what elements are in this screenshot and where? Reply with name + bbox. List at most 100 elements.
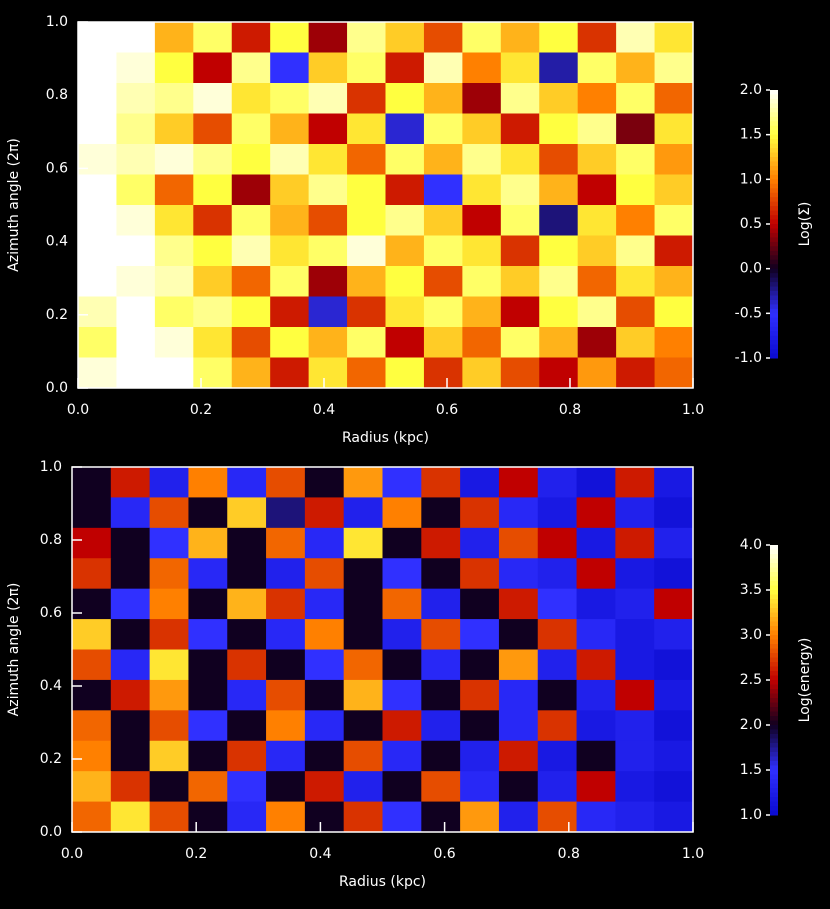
heatmap-cell [227, 558, 267, 590]
colorbar-segment [770, 161, 778, 167]
heatmap-cell [615, 527, 655, 559]
colorbar-segment [770, 671, 778, 676]
colorbar-segment [770, 567, 778, 573]
heatmap-cell [72, 710, 112, 742]
heatmap-cell [110, 497, 151, 529]
colorbar-segment [770, 554, 778, 559]
heatmap-cell [576, 558, 616, 590]
heatmap-cell [498, 710, 539, 742]
y-tick-label: 0.6 [40, 605, 62, 621]
heatmap-cell [539, 266, 579, 297]
colorbar-segment [770, 94, 778, 100]
colorbar-segment [770, 603, 778, 609]
heatmap-cell [308, 235, 348, 267]
heatmap-cell [149, 679, 189, 711]
heatmap-cell [460, 467, 500, 498]
heatmap-cell [270, 52, 310, 84]
colorbar-segment [770, 188, 778, 194]
heatmap-cell [654, 740, 694, 772]
heatmap-cell [266, 558, 306, 590]
colorbar-segment [770, 286, 778, 292]
heatmap-cell [498, 527, 539, 559]
heatmap-cell [270, 113, 310, 145]
heatmap-cell [576, 771, 616, 803]
heatmap-cell [188, 801, 228, 833]
heatmap-cell [304, 801, 345, 833]
heatmap-cell [270, 296, 310, 328]
heatmap-cell [149, 467, 189, 498]
heatmap-cell [78, 113, 117, 145]
heatmap-cell [227, 771, 267, 803]
heatmap-cell [116, 144, 156, 175]
heatmap-cell [615, 497, 655, 529]
x-tick-label: 0.0 [61, 846, 83, 862]
heatmap-cell [116, 327, 156, 358]
heatmap-cell [343, 467, 383, 498]
heatmap-cell [577, 22, 617, 53]
colorbar-segment [770, 617, 778, 622]
heatmap-cell [227, 801, 267, 833]
heatmap-cell [382, 740, 422, 772]
colorbar-tick-label: 2.0 [740, 717, 762, 733]
colorbar-segment [770, 107, 778, 113]
heatmap-cell [231, 205, 271, 236]
heatmap-cell [72, 467, 112, 498]
heatmap-cell [615, 740, 655, 772]
heatmap-cell [576, 467, 616, 498]
colorbar-segment [770, 130, 778, 136]
heatmap-cell [308, 52, 348, 84]
heatmap-cell [227, 710, 267, 742]
heatmap-cell [343, 771, 383, 803]
colorbar-segment [770, 210, 778, 216]
heatmap-cell [498, 558, 539, 590]
heatmap-cell [304, 558, 345, 590]
heatmap-cell [78, 327, 117, 358]
colorbar-segment [770, 264, 778, 270]
heatmap-cell [500, 22, 540, 53]
heatmap-cell [539, 205, 579, 236]
heatmap-cell [654, 558, 694, 590]
heatmap-cell [72, 588, 112, 620]
heatmap-cell [537, 801, 578, 833]
heatmap-cell [308, 144, 348, 175]
colorbar-segment [770, 255, 778, 261]
heatmap-cell [231, 52, 271, 84]
colorbar-segment [770, 635, 778, 640]
heatmap-cell [154, 266, 194, 297]
heatmap-cell [110, 679, 151, 711]
heatmap-cell [382, 649, 422, 681]
heatmap-cell [616, 266, 656, 297]
heatmap-cell [421, 558, 461, 590]
heatmap-cell [347, 266, 386, 297]
colorbar-segment [770, 344, 778, 350]
colorbar-segment [770, 621, 778, 627]
heatmap-cell [266, 467, 306, 498]
colorbar-segment [770, 549, 778, 555]
heatmap-cell [537, 740, 578, 772]
heatmap-cell [654, 527, 694, 559]
heatmap-cell [116, 52, 156, 84]
heatmap-cell [154, 113, 194, 145]
colorbar-segment [770, 291, 778, 296]
heatmap-cell [110, 649, 151, 681]
colorbar-tick-label: 2.0 [740, 82, 762, 98]
colorbar-segment [770, 693, 778, 699]
colorbar-segment [770, 585, 778, 591]
colorbar-segment [770, 90, 778, 95]
y-tick-label: 1.0 [40, 459, 62, 475]
x-tick-label: 0.6 [433, 846, 455, 862]
colorbar-tick-label: -0.5 [735, 305, 762, 321]
heatmap-cell [193, 235, 233, 267]
heatmap-cell [231, 296, 271, 328]
x-tick-label: 1.0 [682, 846, 704, 862]
heatmap-cell [537, 527, 578, 559]
heatmap-cell [110, 588, 151, 620]
heatmap-cell [347, 52, 386, 84]
heatmap-cell [343, 649, 383, 681]
heatmap-cell [423, 83, 463, 114]
heatmap-cell [270, 235, 310, 267]
colorbar-tick-label: 1.5 [740, 127, 762, 143]
heatmap-cell [154, 52, 194, 84]
heatmap-cell [382, 558, 422, 590]
colorbar-tick-label: -1.0 [735, 350, 762, 366]
